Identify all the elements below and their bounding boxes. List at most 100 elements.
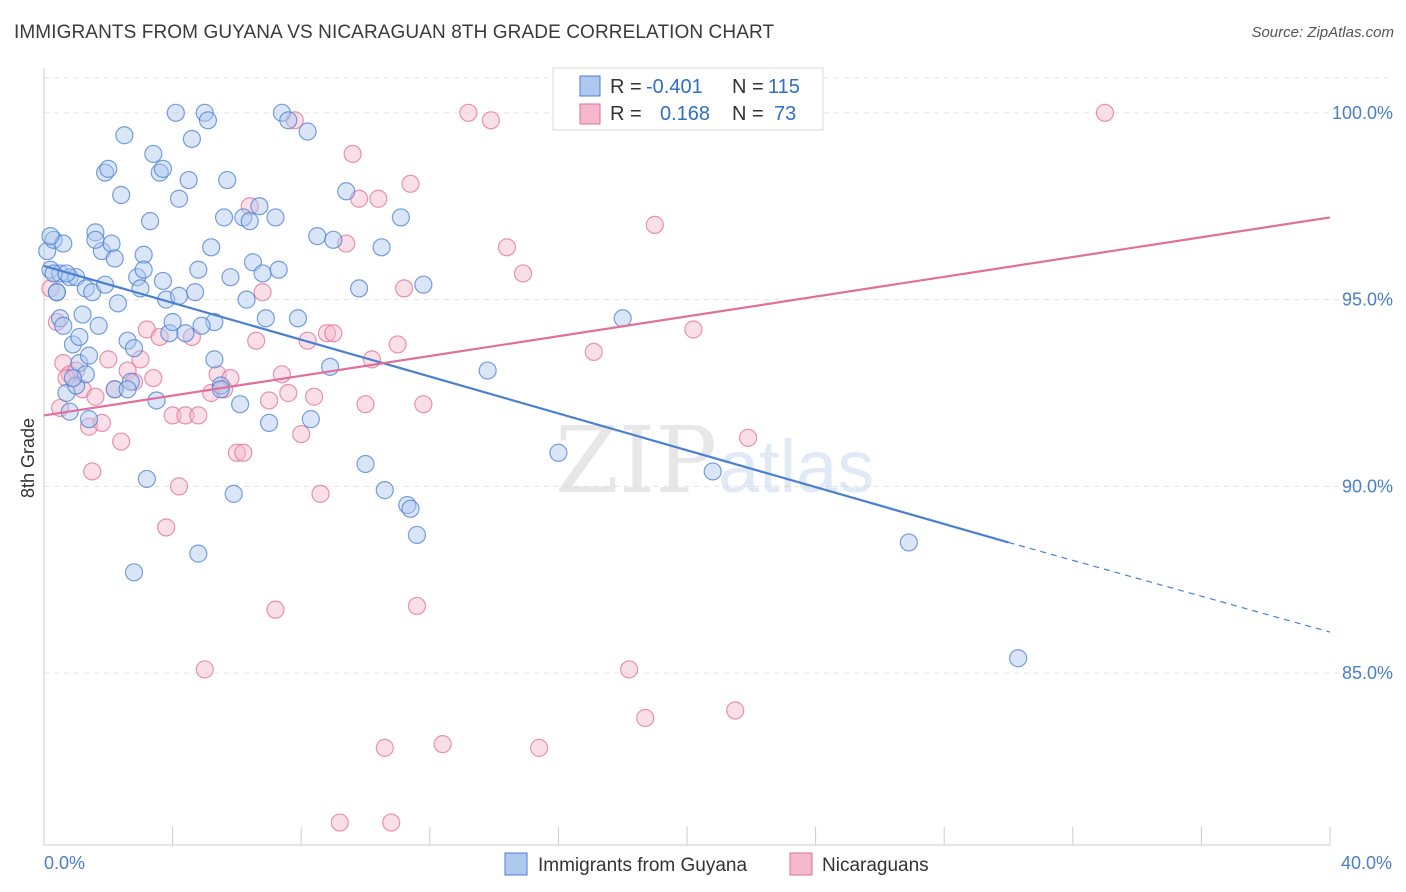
- guyana-point: [189, 544, 208, 563]
- guyana-point: [250, 197, 269, 216]
- guyana-point: [337, 182, 356, 201]
- legend-swatch-blue: [579, 75, 601, 97]
- legend-n-label-2: N =: [732, 103, 764, 125]
- guyana-point: [63, 335, 83, 354]
- guyana-point: [153, 159, 173, 178]
- nicaraguan-point: [112, 432, 131, 451]
- nicaraguan-point: [317, 324, 337, 343]
- guyana-point: [176, 324, 195, 343]
- nicaraguan-point: [131, 350, 150, 369]
- legend-swatch-pink: [579, 103, 601, 125]
- guyana-point: [128, 268, 147, 287]
- nicaraguan-point: [86, 387, 105, 406]
- nicaraguan-point: [530, 738, 549, 757]
- guyana-point: [478, 361, 497, 380]
- legend-r-value-1: -0.401: [646, 76, 703, 98]
- watermark-zip: ZIP: [555, 407, 717, 514]
- guyana-point: [703, 462, 722, 481]
- nicaraguan-point: [513, 264, 533, 283]
- axes: [43, 68, 1331, 846]
- bottom-legend-label-guyana: Immigrants from Guyana: [538, 855, 747, 876]
- guyana-point: [391, 208, 410, 227]
- nicaraguan-point: [388, 335, 407, 354]
- guyana-point: [102, 234, 121, 253]
- guyana-point: [613, 309, 632, 328]
- nicaraguan-point: [311, 484, 330, 503]
- nicaraguan-point: [150, 327, 169, 347]
- guyana-point: [112, 185, 131, 205]
- nicaraguan-point: [99, 350, 118, 369]
- nicaraguan-point: [144, 368, 163, 388]
- nicaraguan-point: [459, 103, 478, 122]
- guyana-point: [324, 230, 343, 249]
- guyana-point: [144, 144, 163, 164]
- legend-r-label-2: R =: [610, 103, 642, 125]
- guyana-point: [218, 170, 237, 190]
- guyana-trend-line: [43, 264, 1009, 544]
- nicaraguan-point: [433, 735, 452, 754]
- nicaraguan-point: [57, 368, 76, 388]
- nicaraguan-point: [620, 660, 639, 679]
- guyana-point: [189, 260, 208, 279]
- guyana-point: [147, 391, 166, 410]
- guyana-point: [57, 383, 76, 403]
- nicaraguan-point: [584, 342, 603, 362]
- guyana-point: [308, 227, 327, 246]
- guyana-point: [79, 346, 99, 365]
- guyana-point: [288, 309, 308, 328]
- nicaraguan-point: [382, 813, 401, 832]
- data-points: [38, 103, 1115, 832]
- y-tick-label: 95.0%: [1342, 290, 1393, 310]
- nicaraguan-point: [636, 708, 655, 728]
- guyana-point: [205, 350, 224, 369]
- guyana-point: [899, 533, 918, 552]
- legend-r-label-1: R =: [610, 76, 642, 98]
- guyana-point: [115, 126, 134, 145]
- guyana-point: [259, 413, 279, 432]
- gridlines: [44, 77, 1392, 674]
- guyana-point: [137, 469, 156, 489]
- nicaraguan-point: [279, 383, 298, 403]
- guyana-point: [272, 103, 292, 122]
- guyana-point: [240, 212, 259, 231]
- guyana-point: [63, 368, 83, 388]
- guyana-point: [124, 563, 144, 582]
- guyana-point: [375, 481, 394, 500]
- guyana-point: [118, 331, 137, 350]
- guyana-point: [221, 268, 240, 287]
- guyana-point: [169, 286, 189, 305]
- nicaraguan-point: [645, 215, 664, 234]
- nicaraguan-point: [240, 197, 259, 216]
- guyana-point: [153, 271, 173, 291]
- nicaraguan-point: [195, 660, 214, 679]
- guyana-point: [298, 122, 317, 141]
- guyana-trend-extension: [1008, 541, 1331, 633]
- guyana-point: [1009, 649, 1028, 668]
- nicaraguan-point: [407, 596, 427, 616]
- guyana-point: [231, 395, 250, 414]
- legend-n-value-2: 73: [774, 103, 796, 125]
- guyana-point: [47, 283, 66, 302]
- y-tick-label: 100.0%: [1332, 103, 1393, 123]
- legend-r-value-2: 0.168: [660, 103, 710, 125]
- guyana-point: [89, 316, 108, 335]
- nicaraguan-point: [394, 279, 414, 298]
- guyana-point: [99, 159, 118, 178]
- y-tick-labels: 85.0% 90.0% 95.0% 100.0%: [1332, 103, 1393, 683]
- guyana-point: [549, 443, 568, 462]
- nicaraguan-point: [169, 477, 189, 496]
- legend-n-label-1: N =: [732, 76, 764, 98]
- guyana-point: [253, 264, 272, 283]
- guyana-point: [95, 275, 115, 294]
- guyana-point: [41, 227, 60, 246]
- x-tick-label-max: 40.0%: [1341, 853, 1392, 873]
- nicaraguan-point: [324, 324, 343, 343]
- series-legend: Immigrants from Guyana Nicaraguans: [504, 852, 929, 876]
- nicaraguan-point: [343, 144, 362, 164]
- guyana-point: [279, 111, 298, 130]
- guyana-point: [163, 312, 182, 332]
- guyana-point: [134, 260, 153, 279]
- bottom-legend-swatch-nicaraguans: [789, 852, 813, 876]
- guyana-point: [266, 208, 285, 227]
- nicaraguan-point: [83, 462, 102, 481]
